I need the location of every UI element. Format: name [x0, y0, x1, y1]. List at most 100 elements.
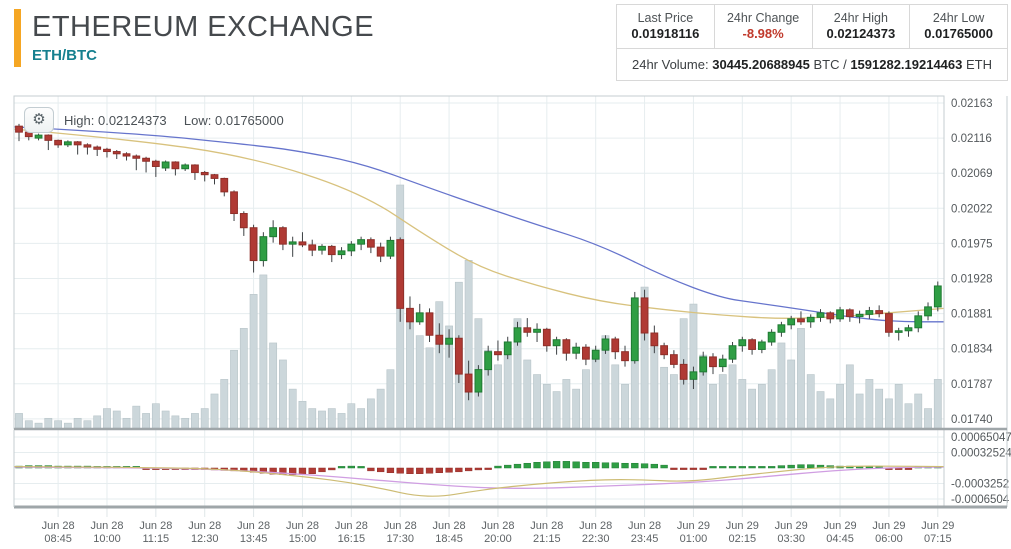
volume-bar — [249, 294, 258, 429]
volume-bar — [103, 408, 111, 429]
volume-bar — [836, 383, 844, 429]
price-axis-label: 0.01928 — [951, 274, 993, 286]
candle-down — [142, 157, 150, 162]
volume-bar — [894, 383, 903, 429]
stat-24hr-high: 24hr High 0.02124373 — [811, 4, 910, 49]
volume-bar — [298, 400, 307, 429]
candle-down — [15, 125, 23, 133]
candle-up — [738, 339, 747, 347]
candle-up — [767, 331, 776, 343]
candle-up — [386, 239, 395, 257]
gear-icon: ⚙ — [32, 111, 46, 128]
volume-bar — [611, 364, 620, 429]
macd-histogram-bar — [670, 467, 678, 470]
volume-bar — [914, 393, 923, 429]
candle-up — [513, 327, 522, 343]
volume-bar — [767, 369, 776, 429]
candle-up — [836, 309, 844, 320]
volume-bar — [562, 379, 571, 429]
volume-bar — [161, 410, 170, 429]
volume-bar — [191, 413, 199, 429]
x-axis-label-time: 20:00 — [484, 533, 512, 545]
candle-down — [885, 313, 893, 333]
x-axis-label-time: 04:45 — [826, 533, 854, 545]
macd-histogram-bar — [396, 467, 404, 474]
candle-up — [445, 337, 453, 345]
candle-up — [777, 324, 786, 333]
macd-histogram-bar — [797, 464, 805, 469]
volume-bar — [806, 374, 815, 429]
macd-histogram-bar — [719, 466, 727, 469]
macd-histogram-bar — [699, 467, 707, 470]
candle-down — [582, 346, 590, 360]
candle-down — [83, 144, 92, 148]
candle-down — [210, 174, 219, 179]
volume-bar — [435, 301, 444, 429]
x-axis-label-date: Jun 28 — [335, 520, 368, 532]
volume-bar — [288, 388, 297, 429]
x-axis-label-date: Jun 29 — [726, 520, 759, 532]
macd-histogram-bar — [484, 467, 492, 470]
volume-bar — [845, 364, 854, 429]
candle-up — [161, 161, 170, 169]
volume-bar — [230, 349, 238, 429]
volume-bar — [855, 393, 864, 429]
macd-histogram-bar — [904, 467, 913, 470]
volume-bar — [494, 364, 502, 429]
volume-bar — [777, 342, 786, 429]
candle-down — [454, 337, 463, 375]
candle-up — [484, 351, 493, 371]
volume-bar — [220, 379, 229, 429]
macd-histogram-bar — [513, 463, 522, 469]
volume-bar — [24, 420, 33, 429]
candle-down — [73, 141, 82, 146]
high-value: 0.02124373 — [97, 113, 167, 128]
candle-up — [689, 371, 698, 380]
candle-down — [230, 191, 238, 215]
x-axis-label-date: Jun 28 — [139, 520, 172, 532]
macd-histogram-bar — [308, 467, 316, 474]
x-axis-label-date: Jun 28 — [90, 520, 123, 532]
macd-histogram-bar — [367, 467, 375, 472]
candle-down — [464, 373, 473, 393]
chart-settings-button[interactable]: ⚙ — [24, 107, 54, 133]
x-axis-label-time: 15:00 — [289, 533, 317, 545]
macd-axis-label: 0.00032524 — [951, 447, 1011, 459]
x-axis-label-time: 23:45 — [631, 533, 659, 545]
candle-up — [503, 341, 512, 356]
macd-histogram-bar — [533, 462, 541, 469]
x-axis-label-time: 21:15 — [533, 533, 561, 545]
macd-histogram-bar — [504, 464, 512, 469]
price-axis-label: 0.02116 — [951, 133, 992, 145]
volume-bar — [151, 403, 160, 429]
candle-down — [376, 246, 385, 257]
macd-histogram-bar — [347, 465, 355, 469]
macd-histogram-bar — [777, 465, 786, 469]
volume-bar — [15, 413, 23, 429]
volume-bar — [308, 408, 317, 429]
volume-bar — [464, 260, 473, 429]
x-axis-label-time: 01:00 — [680, 533, 708, 545]
x-axis-label-date: Jun 29 — [775, 520, 808, 532]
ma-slow-line — [13, 126, 944, 323]
x-axis-label-date: Jun 28 — [530, 520, 563, 532]
x-axis-label-time: 18:45 — [435, 533, 463, 545]
volume-bar — [239, 328, 248, 429]
macd-histogram-bar — [318, 467, 326, 473]
candle-up — [357, 239, 366, 245]
volume-bar — [171, 415, 180, 429]
candle-down — [748, 339, 756, 350]
volume-bar — [503, 354, 512, 429]
candle-down — [826, 312, 835, 320]
macd-histogram-bar — [455, 467, 463, 473]
candle-down — [621, 351, 629, 362]
volume-bar — [875, 388, 884, 429]
volume-bar — [523, 359, 532, 429]
candle-up — [347, 243, 356, 252]
volume-bar — [709, 383, 717, 429]
candle-down — [200, 171, 209, 176]
x-axis-label-time: 12:30 — [191, 533, 219, 545]
price-axis-label: 0.01975 — [951, 238, 993, 250]
macd-histogram-bar — [650, 463, 658, 469]
